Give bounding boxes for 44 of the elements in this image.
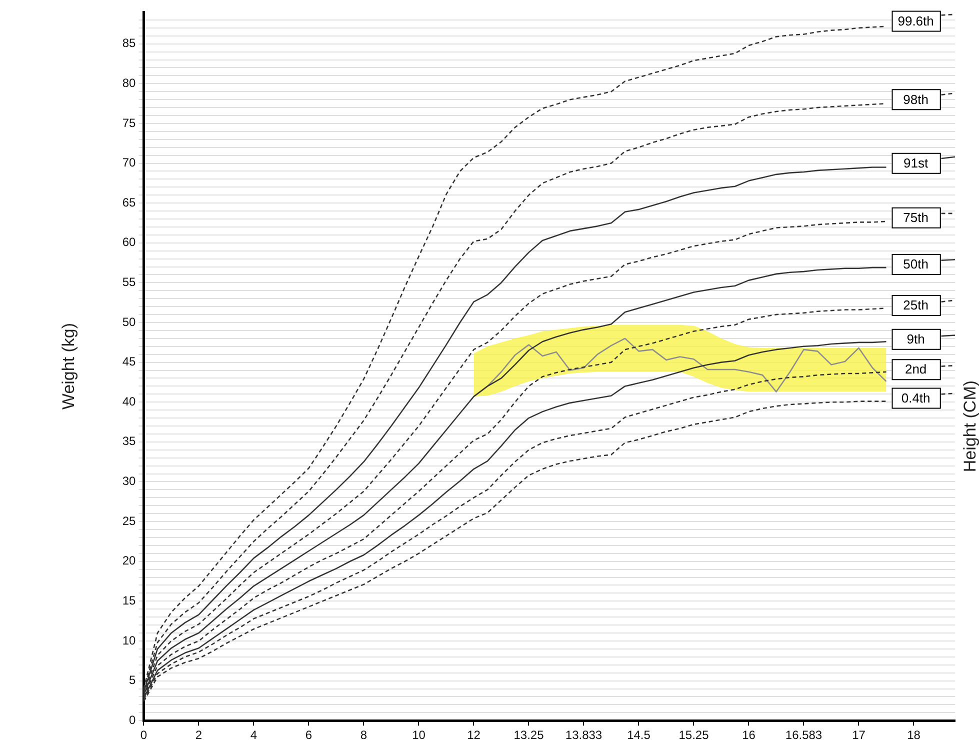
y-tick-label: 5 bbox=[129, 673, 136, 688]
x-tick-label: 4 bbox=[250, 728, 258, 742]
x-tick-label: 16.583 bbox=[785, 728, 822, 742]
x-tick-label: 2 bbox=[195, 728, 202, 742]
y-tick-label: 10 bbox=[122, 633, 136, 648]
x-tick-label: 10 bbox=[412, 728, 426, 742]
y-tick-label: 60 bbox=[122, 235, 136, 250]
series-label: 75th bbox=[903, 210, 928, 225]
series-label: 0.4th bbox=[901, 390, 930, 406]
y-tick-label: 50 bbox=[122, 314, 136, 329]
x-tick-label: 15.25 bbox=[678, 728, 710, 742]
y-tick-label: 85 bbox=[122, 36, 136, 50]
x-tick-label: 14.5 bbox=[627, 728, 651, 742]
x-tick-label: 13.833 bbox=[565, 728, 602, 742]
y-tick-label: 80 bbox=[122, 76, 136, 90]
x-tick-label: 18 bbox=[907, 728, 921, 742]
series-label: 2nd bbox=[904, 362, 927, 377]
y-tick-label: 0 bbox=[129, 712, 136, 727]
series-label: 50th bbox=[903, 256, 928, 272]
y-tick-label: 40 bbox=[122, 394, 136, 408]
y-tick-label: 65 bbox=[122, 195, 136, 210]
x-tick-label: 8 bbox=[360, 728, 368, 742]
y-tick-label: 30 bbox=[122, 474, 136, 488]
x-tick-label: 16 bbox=[742, 728, 756, 742]
series-label: 9th bbox=[906, 331, 925, 346]
x-tick-label: 12 bbox=[467, 728, 481, 742]
x-tick-label: 0 bbox=[140, 728, 148, 742]
x-tick-label: 6 bbox=[305, 728, 312, 742]
series-label: 25th bbox=[903, 298, 928, 313]
y2-axis-title: Height (CM) bbox=[960, 380, 979, 472]
y-tick-label: 55 bbox=[122, 275, 136, 290]
series-label: 91st bbox=[904, 155, 928, 170]
y-tick-label: 20 bbox=[122, 554, 136, 568]
y-tick-label: 35 bbox=[122, 434, 136, 448]
y-tick-label: 15 bbox=[122, 593, 136, 608]
y-tick-label: 25 bbox=[122, 514, 136, 528]
y-tick-label: 75 bbox=[122, 116, 136, 130]
y-axis-title: Weight (kg) bbox=[58, 322, 78, 410]
y-tick-label: 70 bbox=[122, 156, 136, 170]
x-tick-label: 17 bbox=[852, 728, 866, 742]
x-tick-label: 13.25 bbox=[514, 728, 544, 742]
y-tick-label: 45 bbox=[122, 354, 136, 369]
series-label: 99.6th bbox=[898, 13, 934, 28]
series-label: 98th bbox=[903, 92, 928, 107]
